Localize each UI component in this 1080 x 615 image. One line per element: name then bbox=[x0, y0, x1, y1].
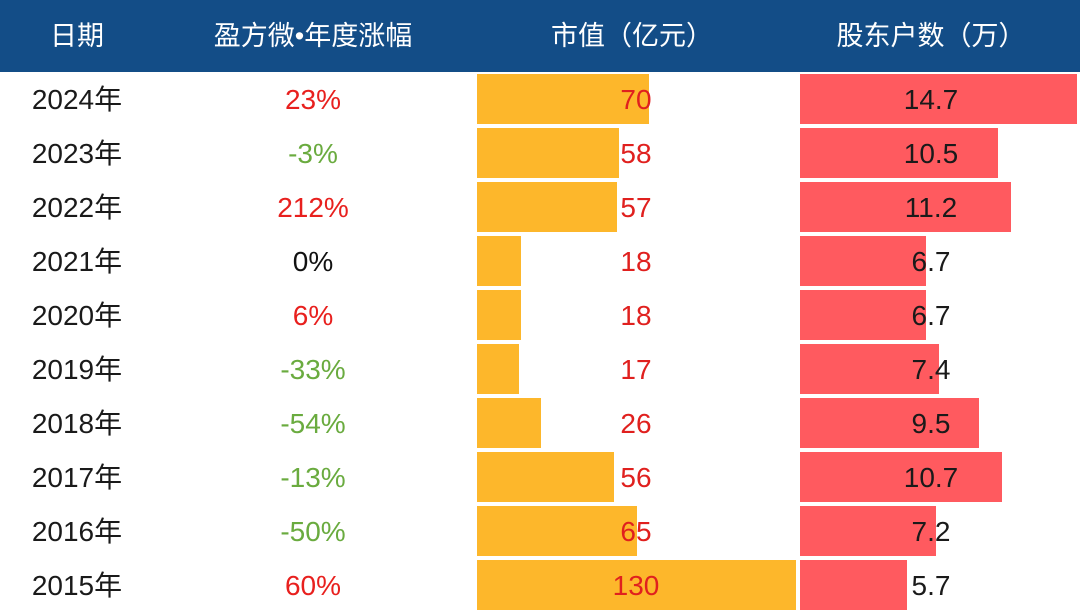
table-row: 2015年 60% 130 5.7 bbox=[0, 559, 1080, 613]
date-cell: 2019年 bbox=[31, 354, 123, 385]
shareholders-value: 10.7 bbox=[903, 462, 959, 493]
market-cap-bar bbox=[477, 128, 620, 178]
market-cap-value: 17 bbox=[620, 354, 652, 385]
table-header: 日期 盈方微•年度涨幅 市值（亿元） 股东户数（万） bbox=[0, 0, 1080, 72]
date-cell: 2022年 bbox=[31, 192, 123, 223]
market-cap-bar bbox=[477, 236, 522, 286]
annual-change-cell: 60% bbox=[284, 570, 342, 601]
table-row: 2023年 -3% 58 10.5 bbox=[0, 127, 1080, 181]
market-cap-bar bbox=[477, 506, 637, 556]
header-date: 日期 bbox=[50, 21, 104, 51]
market-cap-bar bbox=[477, 290, 522, 340]
table-row: 2016年 -50% 65 7.2 bbox=[0, 505, 1080, 559]
date-cell: 2015年 bbox=[31, 570, 123, 601]
date-cell: 2017年 bbox=[31, 462, 123, 493]
header-shareholders: 股东户数（万） bbox=[836, 21, 1026, 51]
annual-change-cell: 0% bbox=[292, 246, 334, 277]
shareholders-bar bbox=[800, 344, 940, 394]
annual-change-cell: 6% bbox=[292, 300, 334, 331]
market-cap-value: 70 bbox=[620, 84, 652, 115]
table-row: 2019年 -33% 17 7.4 bbox=[0, 343, 1080, 397]
market-cap-value: 58 bbox=[620, 138, 652, 169]
market-cap-value: 130 bbox=[612, 570, 660, 601]
shareholders-bar bbox=[800, 290, 927, 340]
market-cap-value: 18 bbox=[620, 246, 652, 277]
market-cap-bar bbox=[477, 452, 615, 502]
date-cell: 2020年 bbox=[31, 300, 123, 331]
shareholders-value: 9.5 bbox=[911, 408, 951, 439]
header-annual-change: 盈方微•年度涨幅 bbox=[213, 21, 413, 51]
shareholders-value: 14.7 bbox=[903, 84, 959, 115]
shareholders-bar bbox=[800, 506, 936, 556]
table-row: 2022年 212% 57 11.2 bbox=[0, 181, 1080, 235]
market-cap-value: 18 bbox=[620, 300, 652, 331]
shareholders-value: 6.7 bbox=[911, 300, 951, 331]
header-market-cap: 市值（亿元） bbox=[551, 21, 713, 51]
date-cell: 2016年 bbox=[31, 516, 123, 547]
shareholders-bar bbox=[800, 398, 979, 448]
annual-change-cell: -50% bbox=[280, 516, 346, 547]
shareholders-value: 5.7 bbox=[911, 570, 951, 601]
annual-change-cell: -3% bbox=[288, 138, 338, 169]
market-cap-bar bbox=[477, 560, 796, 610]
table-row: 2020年 6% 18 6.7 bbox=[0, 289, 1080, 343]
annual-change-cell: -33% bbox=[280, 354, 346, 385]
market-cap-value: 65 bbox=[620, 516, 652, 547]
date-cell: 2023年 bbox=[31, 138, 123, 169]
date-cell: 2021年 bbox=[31, 246, 123, 277]
market-cap-value: 26 bbox=[620, 408, 652, 439]
table-row: 2021年 0% 18 6.7 bbox=[0, 235, 1080, 289]
market-cap-bar bbox=[477, 74, 649, 124]
annual-change-cell: -13% bbox=[280, 462, 346, 493]
table-row: 2018年 -54% 26 9.5 bbox=[0, 397, 1080, 451]
market-cap-bar bbox=[477, 398, 541, 448]
shareholders-bar bbox=[800, 236, 927, 286]
annual-change-cell: 23% bbox=[284, 84, 342, 115]
market-cap-bar bbox=[477, 182, 617, 232]
market-cap-value: 56 bbox=[620, 462, 652, 493]
table-row: 2024年 23% 70 14.7 bbox=[0, 73, 1080, 127]
shareholders-bar bbox=[800, 182, 1012, 232]
shareholders-bar bbox=[800, 560, 908, 610]
table-body: 2024年 23% 70 14.7 2023年 -3% 58 10.5 2022年 212% 57 1… bbox=[0, 73, 1080, 613]
shareholders-value: 11.2 bbox=[904, 192, 958, 223]
market-cap-value: 57 bbox=[620, 192, 652, 223]
shareholders-bar bbox=[800, 74, 1077, 124]
shareholders-value: 7.4 bbox=[911, 354, 951, 385]
shareholders-bar bbox=[800, 452, 1002, 502]
date-cell: 2018年 bbox=[31, 408, 123, 439]
shareholders-value: 6.7 bbox=[911, 246, 951, 277]
date-cell: 2024年 bbox=[31, 84, 123, 115]
market-cap-bar bbox=[477, 344, 519, 394]
annual-change-cell: 212% bbox=[277, 192, 349, 223]
shareholders-bar bbox=[800, 128, 998, 178]
table-row: 2017年 -13% 56 10.7 bbox=[0, 451, 1080, 505]
shareholders-value: 10.5 bbox=[903, 138, 959, 169]
annual-change-cell: -54% bbox=[280, 408, 346, 439]
shareholders-value: 7.2 bbox=[911, 516, 951, 547]
